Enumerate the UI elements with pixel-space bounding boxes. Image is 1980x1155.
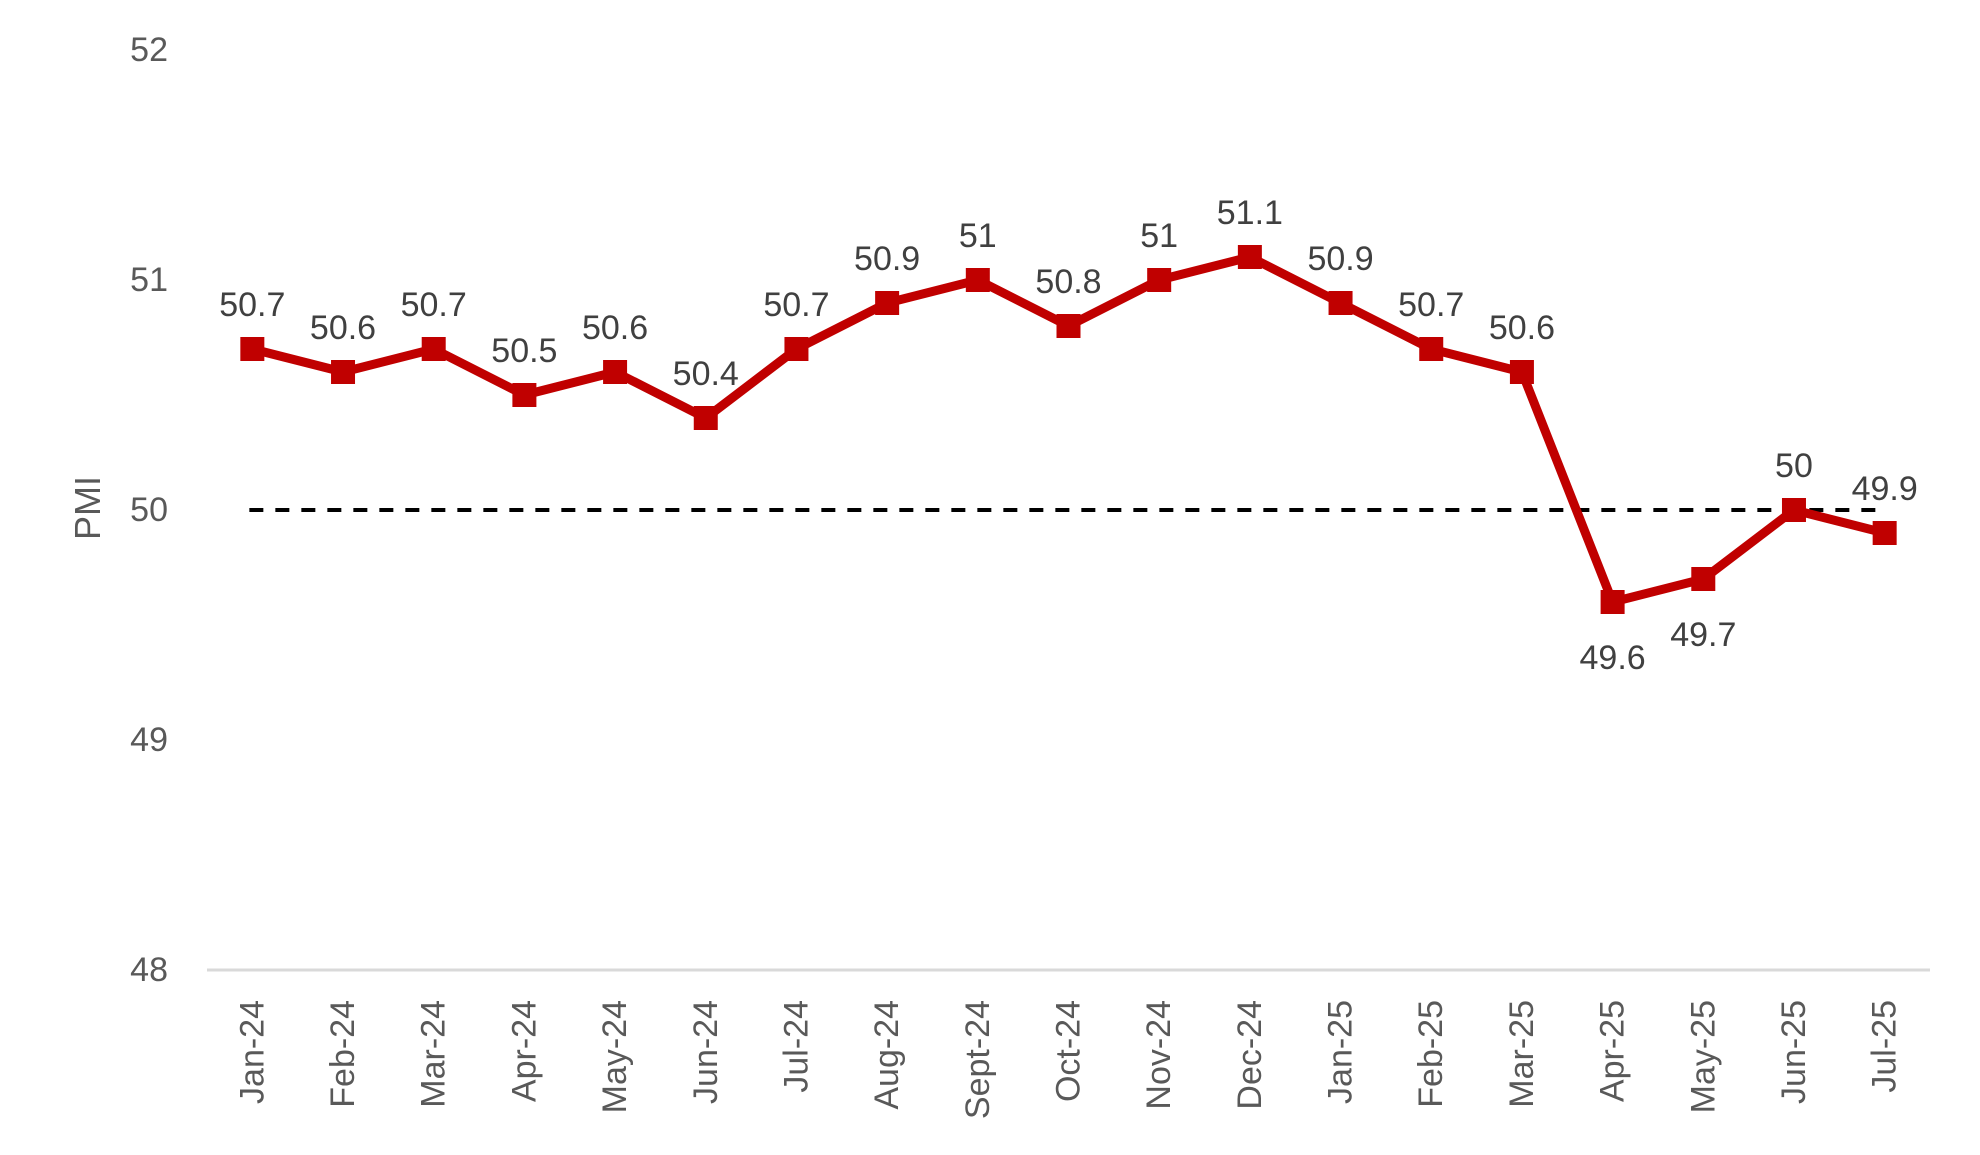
y-tick-label: 52 xyxy=(130,31,168,69)
x-tick-label: Apr-24 xyxy=(505,1000,543,1102)
data-point-label: 50.4 xyxy=(673,355,739,393)
x-tick-label: Mar-24 xyxy=(415,1000,453,1108)
data-point-label: 49.9 xyxy=(1852,470,1918,508)
x-tick-label: Nov-24 xyxy=(1140,1000,1178,1110)
data-point-label: 51.1 xyxy=(1217,194,1283,232)
data-point-label: 51 xyxy=(959,217,997,255)
y-tick-label: 51 xyxy=(130,261,168,299)
data-point-label: 50.6 xyxy=(310,309,376,347)
data-point-marker xyxy=(1600,590,1625,614)
y-tick-label: 49 xyxy=(130,721,168,759)
data-point-label: 51 xyxy=(1140,217,1178,255)
data-point-marker xyxy=(1691,567,1716,591)
data-point-marker xyxy=(1147,268,1172,292)
data-point-marker xyxy=(693,406,718,430)
data-point-label: 49.6 xyxy=(1580,639,1646,677)
data-point-label: 50.5 xyxy=(491,332,557,370)
data-point-marker xyxy=(1872,521,1897,545)
x-tick-label: Feb-25 xyxy=(1412,1000,1450,1108)
x-tick-label: Sept-24 xyxy=(959,1000,997,1119)
x-tick-label: Jul-25 xyxy=(1866,1000,1904,1093)
data-point-marker xyxy=(603,360,628,384)
y-tick-label: 50 xyxy=(130,491,168,529)
data-point-marker xyxy=(784,337,809,361)
x-tick-label: Feb-24 xyxy=(324,1000,362,1108)
data-point-label: 50 xyxy=(1775,447,1813,485)
data-point-label: 50.7 xyxy=(219,286,285,324)
data-point-label: 50.9 xyxy=(854,240,920,278)
x-tick-label: Oct-24 xyxy=(1050,1000,1088,1102)
data-point-marker xyxy=(421,337,446,361)
y-tick-label: 48 xyxy=(130,951,168,989)
x-tick-label: Jan-25 xyxy=(1322,1000,1360,1104)
x-tick-label: Aug-24 xyxy=(868,1000,906,1110)
x-tick-label: Jun-25 xyxy=(1775,1000,1813,1104)
x-tick-label: Jul-24 xyxy=(777,1000,815,1093)
x-tick-label: Mar-25 xyxy=(1503,1000,1541,1108)
data-point-marker xyxy=(512,383,537,407)
data-point-label: 49.7 xyxy=(1670,616,1736,654)
data-point-marker xyxy=(1509,360,1534,384)
data-point-label: 50.7 xyxy=(401,286,467,324)
x-tick-label: May-25 xyxy=(1684,1000,1722,1113)
data-point-marker xyxy=(331,360,356,384)
x-tick-label: Apr-25 xyxy=(1594,1000,1632,1102)
data-point-marker xyxy=(1237,245,1262,269)
pmi-series-line xyxy=(247,252,1890,607)
x-tick-label: Dec-24 xyxy=(1231,1000,1269,1110)
data-point-marker xyxy=(965,268,990,292)
x-tick-label: Jan-24 xyxy=(233,1000,271,1104)
data-point-marker xyxy=(1328,291,1353,315)
x-tick-label: May-24 xyxy=(596,1000,634,1113)
data-point-label: 50.6 xyxy=(582,309,648,347)
data-point-label: 50.8 xyxy=(1035,263,1101,301)
x-tick-label: Jun-24 xyxy=(687,1000,725,1104)
data-point-marker xyxy=(1781,498,1806,522)
data-point-marker xyxy=(1419,337,1444,361)
data-point-label: 50.7 xyxy=(763,286,829,324)
data-point-marker xyxy=(1056,314,1081,338)
data-point-marker xyxy=(240,337,265,361)
data-point-label: 50.6 xyxy=(1489,309,1555,347)
data-point-label: 50.9 xyxy=(1307,240,1373,278)
data-point-marker xyxy=(875,291,900,315)
data-point-label: 50.7 xyxy=(1398,286,1464,324)
y-axis-title: PMI xyxy=(67,475,108,541)
